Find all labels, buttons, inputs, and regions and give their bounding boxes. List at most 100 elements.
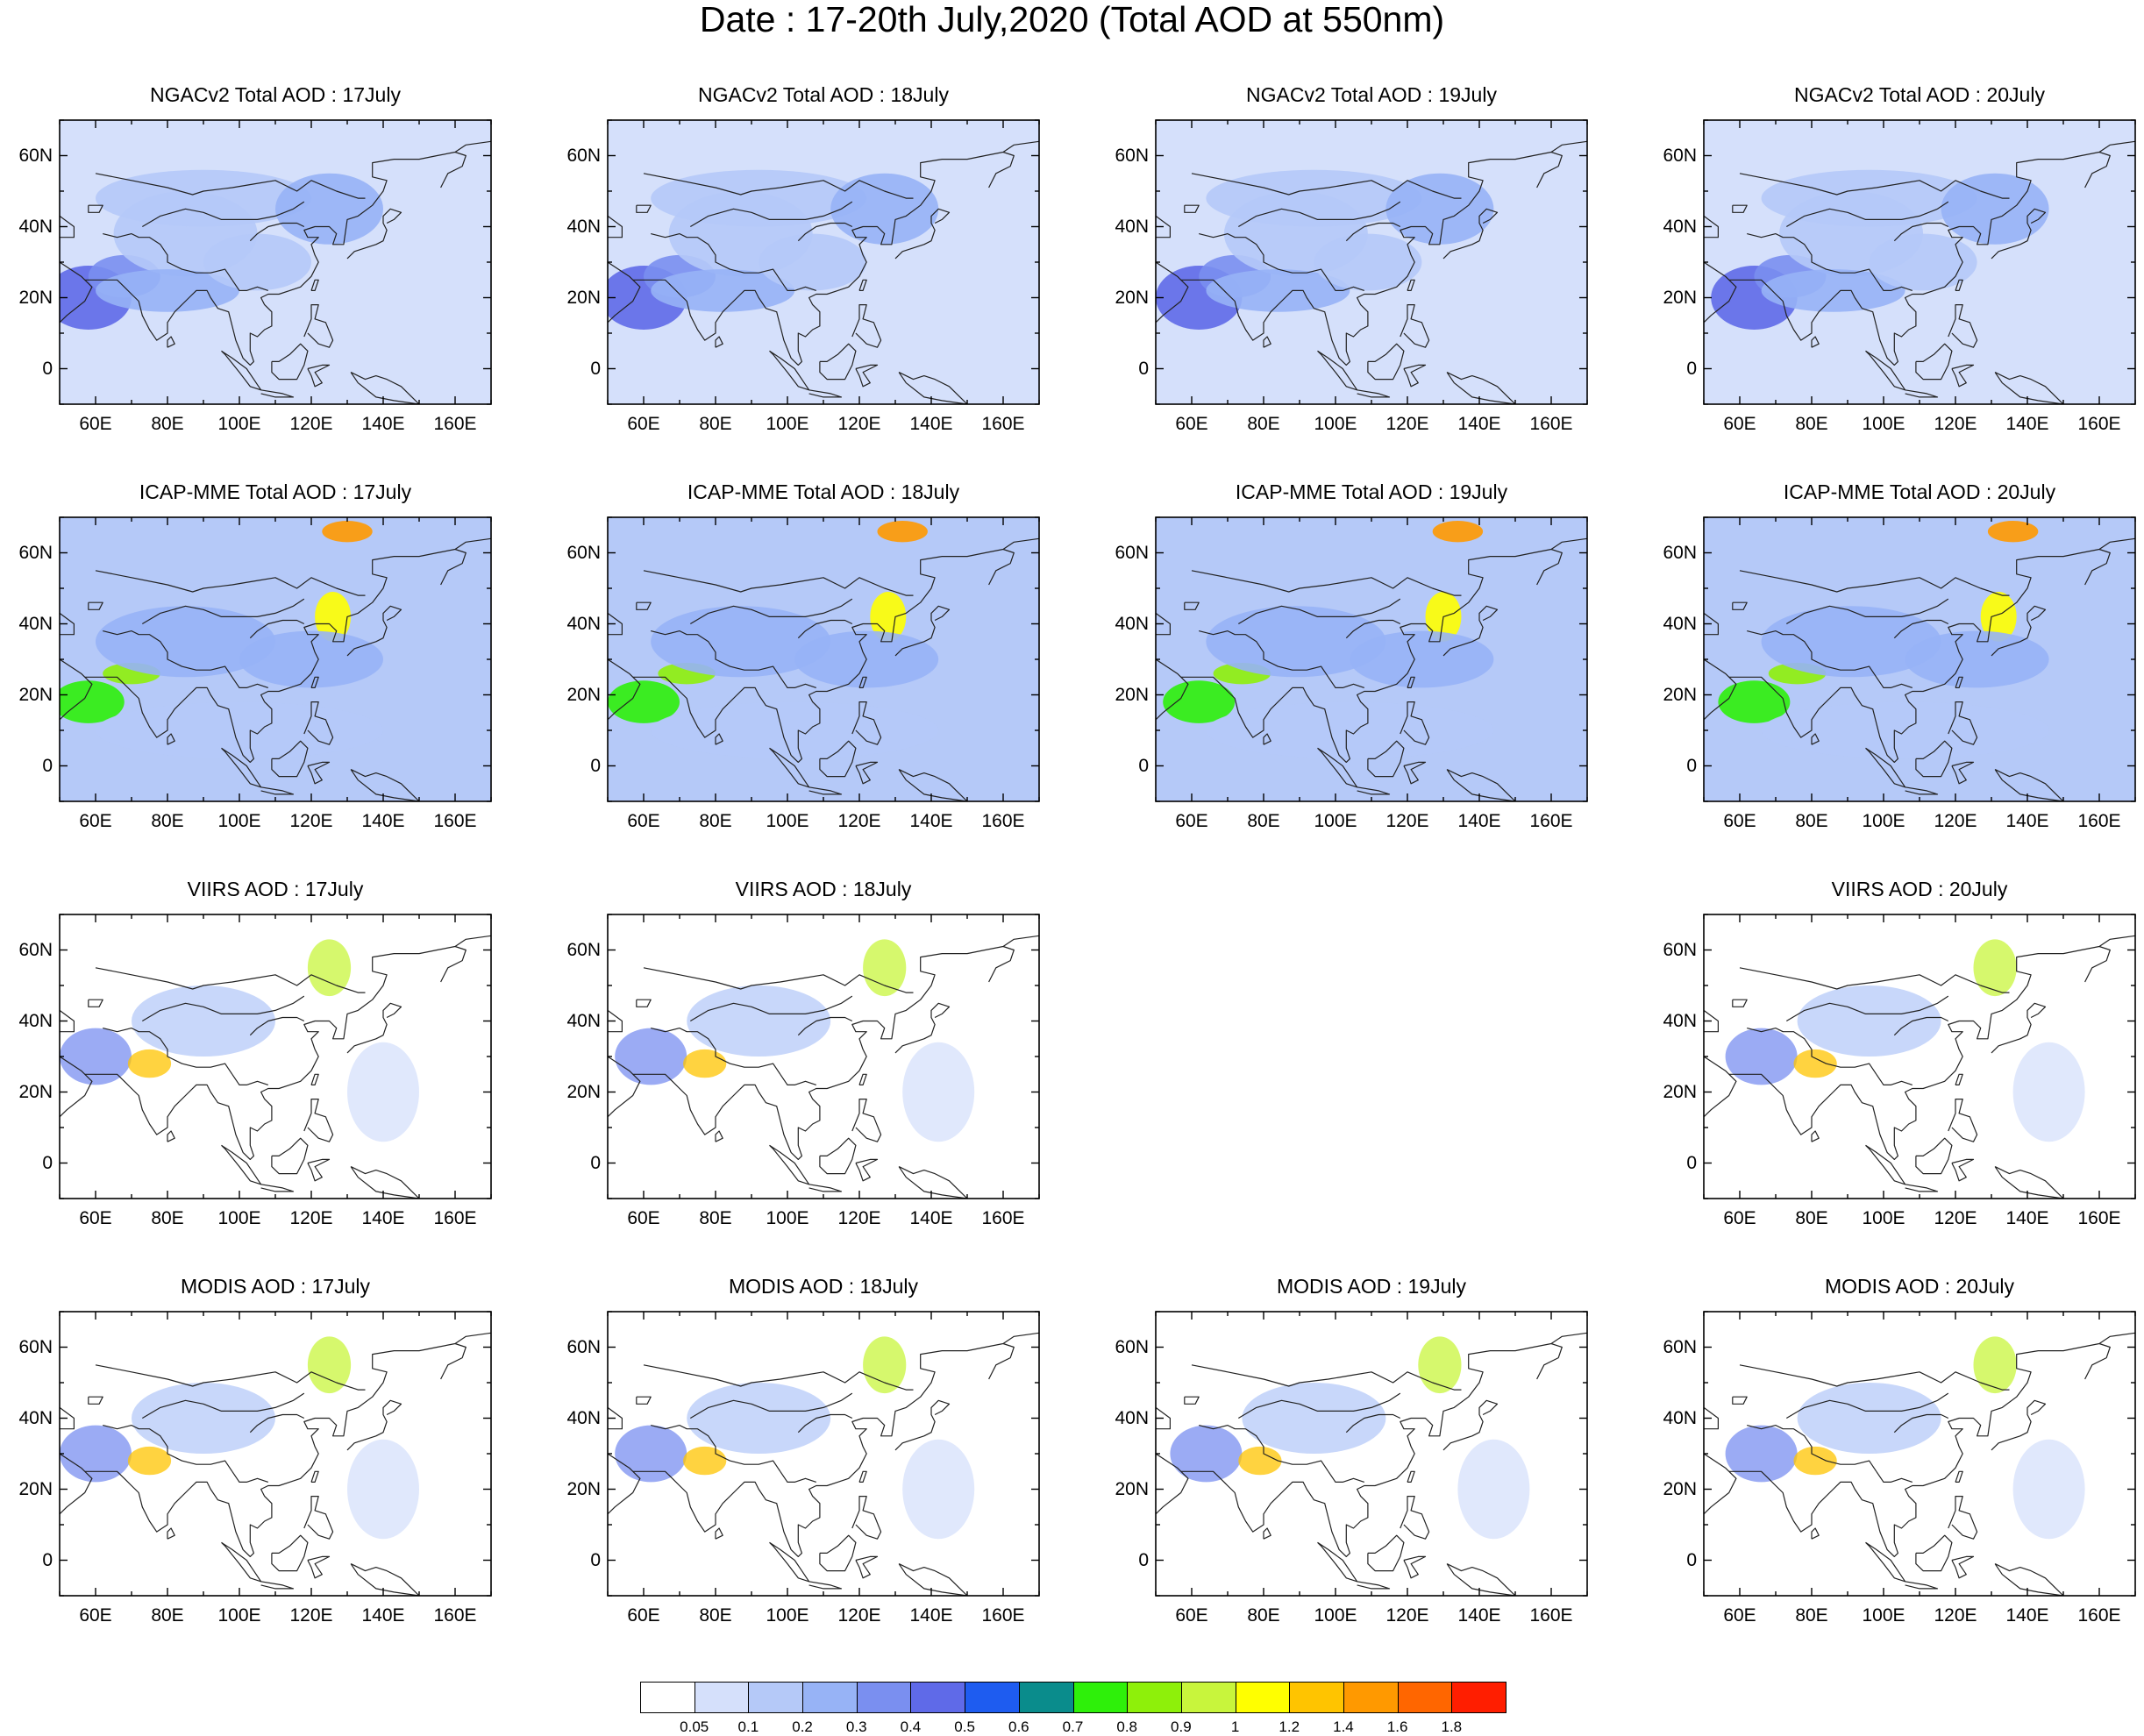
- coastline: [1951, 761, 1975, 785]
- coastline: [636, 1396, 652, 1405]
- coastline: [1905, 1581, 1939, 1590]
- coastline: [689, 201, 853, 228]
- coastline: [303, 304, 334, 348]
- coastline: [1184, 601, 1200, 610]
- lon-tick-label: 160E: [433, 1605, 477, 1626]
- coastline: [2084, 151, 2111, 189]
- lat-tick-label: 60N: [1663, 939, 1697, 960]
- aod-patch: [651, 169, 867, 227]
- coastline: [1400, 701, 1430, 745]
- map-panel-icap-mme-1: ICAP-MME Total AOD : 17July 60N 40N 20N 0 60E…: [18, 480, 492, 831]
- coastline: [1199, 630, 1329, 678]
- lon-tick-label: 160E: [1529, 811, 1573, 831]
- coastline: [1317, 350, 1358, 391]
- colorbar: [640, 1682, 1506, 1713]
- coastline: [249, 619, 305, 639]
- coastline: [1367, 1534, 1405, 1572]
- coastline: [769, 1541, 810, 1583]
- coastline: [1237, 1392, 1401, 1419]
- lon-tick-label: 120E: [289, 811, 333, 831]
- coastline: [715, 1130, 723, 1142]
- aod-patch: [2012, 1042, 2085, 1142]
- aod-patch: [1418, 1336, 1462, 1394]
- coastline: [88, 204, 103, 213]
- coastline: [819, 343, 857, 381]
- lon-tick-label: 100E: [217, 1605, 261, 1626]
- aod-patch: [1761, 169, 1977, 227]
- coastline: [1199, 233, 1329, 281]
- aod-patch: [132, 1383, 275, 1454]
- coastline: [84, 140, 491, 366]
- aod-patch: [1987, 521, 2039, 543]
- lon-tick-label: 160E: [433, 1208, 477, 1228]
- coastline: [855, 761, 879, 785]
- lon-tick-label: 80E: [1795, 811, 1828, 831]
- aod-patch: [1905, 630, 2049, 688]
- lon-tick-label: 120E: [1934, 811, 1977, 831]
- coastline: [1785, 201, 1949, 228]
- lon-tick-label: 80E: [1795, 1605, 1828, 1626]
- coastline: [260, 389, 295, 398]
- coastline: [1156, 1453, 1189, 1515]
- coastline: [636, 601, 652, 610]
- coastline: [1811, 733, 1820, 745]
- aod-patch: [651, 606, 831, 678]
- coastline: [231, 676, 268, 688]
- coastline: [1994, 372, 2064, 404]
- coastline: [855, 1158, 879, 1182]
- lon-tick-label: 80E: [1795, 1208, 1828, 1228]
- lon-tick-label: 140E: [361, 1605, 405, 1626]
- coastline: [858, 1470, 867, 1483]
- lon-tick-label: 160E: [433, 811, 477, 831]
- lon-tick-label: 100E: [766, 811, 809, 831]
- aod-patch: [902, 1042, 975, 1142]
- coastline: [651, 1425, 781, 1472]
- lat-tick-label: 0: [42, 755, 53, 776]
- coastline: [1728, 935, 2135, 1160]
- coastline: [231, 279, 268, 291]
- coastline: [1876, 279, 1913, 291]
- lon-tick-label: 60E: [627, 1605, 660, 1626]
- coastline: [851, 701, 882, 745]
- colorbar-swatch: [802, 1682, 858, 1713]
- coastline: [632, 935, 1039, 1160]
- lon-tick-label: 160E: [1529, 1605, 1573, 1626]
- coastline: [1915, 1534, 1953, 1572]
- aod-patch: [96, 606, 275, 678]
- coastline: [797, 222, 853, 242]
- coastline: [346, 208, 402, 260]
- coastline: [307, 1555, 331, 1579]
- lat-tick-label: 60N: [1115, 542, 1149, 563]
- coastline: [84, 935, 491, 1160]
- aod-patch: [315, 592, 352, 642]
- coastline: [632, 140, 1039, 366]
- lat-tick-label: 40N: [18, 613, 53, 634]
- coastline: [858, 1073, 867, 1085]
- lat-tick-label: 40N: [1663, 1407, 1697, 1428]
- colorbar-label: 0.3: [845, 1718, 867, 1735]
- lon-tick-label: 80E: [699, 811, 732, 831]
- coastline: [1893, 222, 1949, 242]
- coastline: [797, 1016, 853, 1036]
- panel-title: VIIRS AOD : 17July: [187, 878, 364, 900]
- coastline: [60, 612, 75, 636]
- colorbar-label: 0.8: [1116, 1718, 1137, 1735]
- coastline: [715, 1527, 723, 1540]
- coastline: [60, 215, 75, 238]
- coastline: [1328, 676, 1364, 688]
- coastline: [1407, 279, 1415, 291]
- map-panel-viirs-1: VIIRS AOD : 17July 60N 40N 20N 0 60E 80E 100E 12…: [18, 878, 492, 1228]
- coastline: [1785, 995, 1949, 1022]
- lon-tick-label: 60E: [79, 811, 112, 831]
- aod-map: [59, 119, 492, 405]
- aod-patch: [687, 1383, 831, 1454]
- lon-tick-label: 100E: [766, 1605, 809, 1626]
- coastline: [1407, 676, 1415, 688]
- aod-map: [607, 516, 1040, 802]
- coastline: [2084, 548, 2111, 586]
- aod-patch: [322, 521, 373, 543]
- coastline: [88, 999, 103, 1007]
- colorbar-swatch: [1289, 1682, 1344, 1713]
- aod-patch: [1761, 269, 1905, 312]
- coastline: [271, 1534, 309, 1572]
